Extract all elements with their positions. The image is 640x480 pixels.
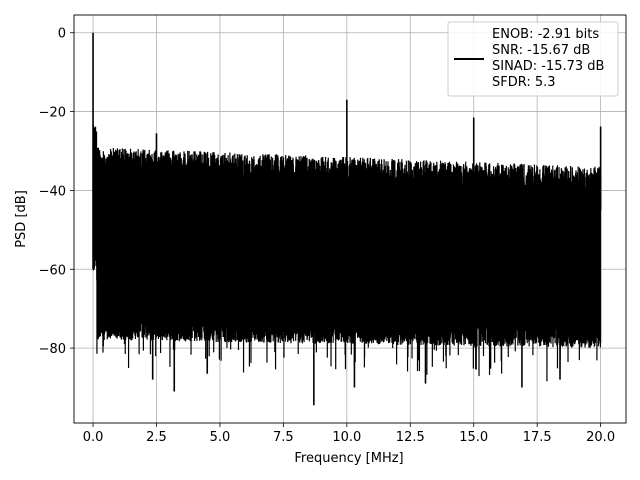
legend-box — [447, 21, 619, 97]
x-tick-label: 2.5 — [146, 430, 167, 445]
axes-frame — [73, 14, 627, 424]
y-tick-label: −40 — [39, 184, 66, 199]
legend-enob: ENOB: -2.91 bits — [492, 27, 599, 42]
x-tick-label: 20.0 — [586, 430, 615, 445]
legend-sinad: SINAD: -15.73 dB — [492, 59, 604, 74]
x-axis-label: Frequency [MHz] — [294, 451, 403, 466]
psd-noise-trace — [92, 124, 602, 382]
y-axis-label: PSD [dB] — [14, 190, 29, 248]
axis-ticks: 0.0 2.5 5.0 7.5 10.0 12.5 15.0 17.5 20.0 0 −20 −40 −… — [39, 27, 616, 445]
legend: ENOB: -2.91 bits SNR: -15.67 dB SINAD: -… — [447, 21, 619, 97]
y-tick-label: −60 — [39, 263, 66, 278]
y-tick-label: −20 — [39, 106, 66, 121]
legend-sfdr: SFDR: 5.3 — [492, 75, 556, 90]
plot-area — [92, 32, 602, 406]
x-tick-label: 0.0 — [83, 430, 104, 445]
x-tick-label: 5.0 — [210, 430, 231, 445]
y-tick-label: −80 — [39, 342, 66, 357]
y-tick-label: 0 — [58, 27, 66, 42]
legend-snr: SNR: -15.67 dB — [492, 43, 590, 58]
x-tick-label: 10.0 — [332, 430, 361, 445]
x-tick-label: 7.5 — [273, 430, 294, 445]
x-tick-label: 12.5 — [396, 430, 425, 445]
x-tick-label: 17.5 — [523, 430, 552, 445]
x-tick-label: 15.0 — [459, 430, 488, 445]
